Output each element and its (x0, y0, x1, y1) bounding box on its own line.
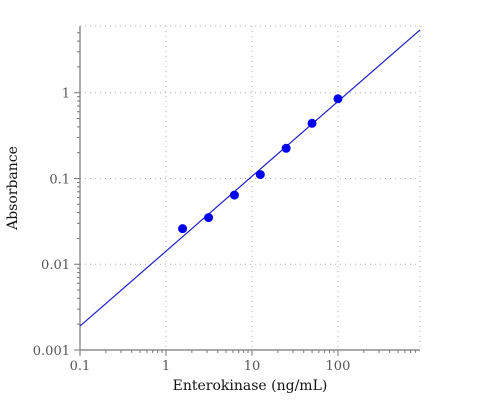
y-tick-label: 0.01 (41, 258, 70, 273)
data-point (255, 170, 265, 180)
y-axis-title: Absorbance (5, 146, 21, 231)
axis-layer (79, 26, 420, 351)
data-point (307, 118, 317, 128)
x-tick-label: 100 (326, 359, 351, 374)
x-tick-label: 1 (162, 359, 170, 374)
x-tick-label: 10 (244, 359, 261, 374)
x-axis-title: Enterokinase (ng/mL) (173, 378, 328, 394)
fit-line (79, 29, 421, 327)
tick-layer: 0.1 1 10 100 0.001 0.01 0.1 1 (33, 32, 417, 374)
y-tick-label: 0.1 (49, 172, 70, 187)
x-tick-label: 0.1 (70, 359, 91, 374)
data-point (178, 224, 188, 234)
data-point (229, 190, 239, 200)
y-tick-label: 1 (62, 87, 70, 102)
data-point (333, 94, 343, 104)
series-layer (79, 29, 421, 327)
data-point (204, 213, 214, 223)
data-point (281, 143, 291, 153)
y-tick-label: 0.001 (33, 344, 70, 359)
